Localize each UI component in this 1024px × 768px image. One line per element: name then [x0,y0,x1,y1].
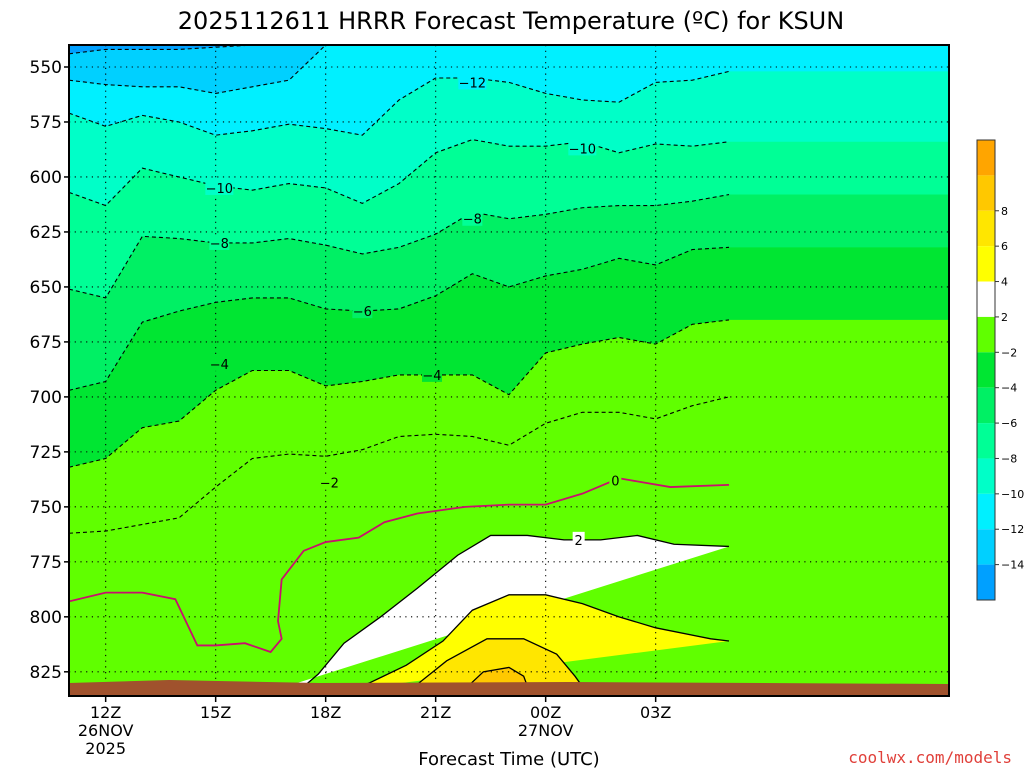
x-tick-year: 2025 [85,739,126,758]
contour-label: −10 [569,142,596,157]
contour-label: 0 [611,474,619,489]
isotherm-line--2 [69,319,730,468]
colorbar-swatch [977,493,995,530]
contour-label: −2 [320,477,339,492]
ground-terrain [69,680,949,696]
isotherm-line-2 [256,534,730,696]
chart-title: 2025112611 HRRR Forecast Temperature (ºC… [178,7,844,35]
y-tick-label: 725 [30,443,62,463]
isotherm-line-0 [69,477,730,654]
contour-label-bg [568,140,597,156]
y-tick-label: 675 [30,333,62,353]
contour-label: −12 [459,76,486,91]
y-axis: 550 575 600 625 650 675 700 725 750 775 800 825 [30,58,69,683]
contour-label-bg [422,366,442,382]
colorbar-label: −14 [1001,559,1024,572]
y-tick-label: 550 [30,58,62,78]
colorbar-label: 2 [1001,311,1008,324]
contour-label-bg [319,474,340,490]
x-tick-date: 27NOV [518,721,574,740]
isotherm-line--6 [69,194,730,299]
colorbar-swatch [977,316,995,353]
temperature-fill-layer [69,45,949,696]
contour-label: −10 [206,182,233,197]
x-tick-label: 12Z [90,703,121,722]
x-tick-label: 03Z [640,703,671,722]
colorbar-swatch [977,458,995,494]
contour-label: −4 [422,369,441,384]
x-axis-label: Forecast Time (UTC) [418,749,599,768]
contour-label-bg [458,74,487,90]
colorbar-swatch [977,423,995,459]
y-tick-label: 775 [30,553,62,573]
y-tick-label: 750 [30,498,62,518]
x-tick-label: 00Z [530,703,561,722]
contour-label-bg [609,472,622,488]
ground-layer [69,680,949,696]
colorbar-swatch [977,140,995,176]
colorbar-label: −6 [1001,417,1017,430]
isotherm-line-boundary [69,396,730,534]
isotherm-layer [69,45,730,696]
x-tick-label: 18Z [310,703,341,722]
colorbar-swatch [977,175,995,211]
contour-label-bg [572,531,585,547]
colorbar-swatch [977,529,995,565]
fill-band-above-6 [355,638,586,696]
y-tick-label: 650 [30,278,62,298]
colorbar-frame [976,139,996,601]
x-tick-label: 15Z [200,703,231,722]
contour-label: −6 [353,305,372,320]
colorbar-label: −8 [1001,452,1017,465]
contour-label-bg [209,234,230,250]
contour-label: 2 [575,534,583,549]
y-tick-label: 700 [30,388,62,408]
colorbar-label: 6 [1001,240,1008,253]
colorbar-label: 8 [1001,205,1008,218]
contour-label-layer: −12 −10 −10 −8 −8 −6 −4 −4 −2 0 2 [205,74,622,549]
colorbar-swatch [977,387,995,424]
colorbar-swatch [977,564,995,600]
plot-frame [68,44,950,697]
colorbar: −14 −12 −10 −8 −6 −4 −2 2 4 6 8 [976,139,1024,601]
colorbar-label: −4 [1001,382,1017,395]
colorbar-swatch [977,246,995,282]
colorbar-swatch [977,210,995,247]
isotherm-line-8 [428,666,532,696]
y-tick-label: 575 [30,113,62,133]
isotherm-line--8 [69,139,730,207]
colorbar-swatch [977,352,995,388]
contour-label: −4 [210,358,229,373]
watermark: coolwx.com/models [848,748,1012,767]
contour-label-bg [205,179,234,195]
colorbar-swatch [977,281,995,317]
x-tick-date: 26NOV [78,721,134,740]
y-tick-label: 800 [30,608,62,628]
colorbar-label: 4 [1001,276,1008,289]
contour-label: −8 [210,237,229,252]
contour-label-bg [209,355,230,371]
isotherm-line--4 [69,246,730,391]
contour-label-bg [352,303,373,319]
isotherm-line--10 [69,70,730,136]
contour-label: −8 [463,213,482,228]
colorbar-label: −2 [1001,346,1017,359]
colorbar-label: −10 [1001,488,1024,501]
colorbar-label: −12 [1001,523,1024,536]
grid-layer [69,45,949,696]
y-tick-label: 825 [30,663,62,683]
x-tick-label: 21Z [420,703,451,722]
y-tick-label: 600 [30,168,62,188]
contour-label-bg [462,210,483,226]
y-tick-label: 625 [30,223,62,243]
